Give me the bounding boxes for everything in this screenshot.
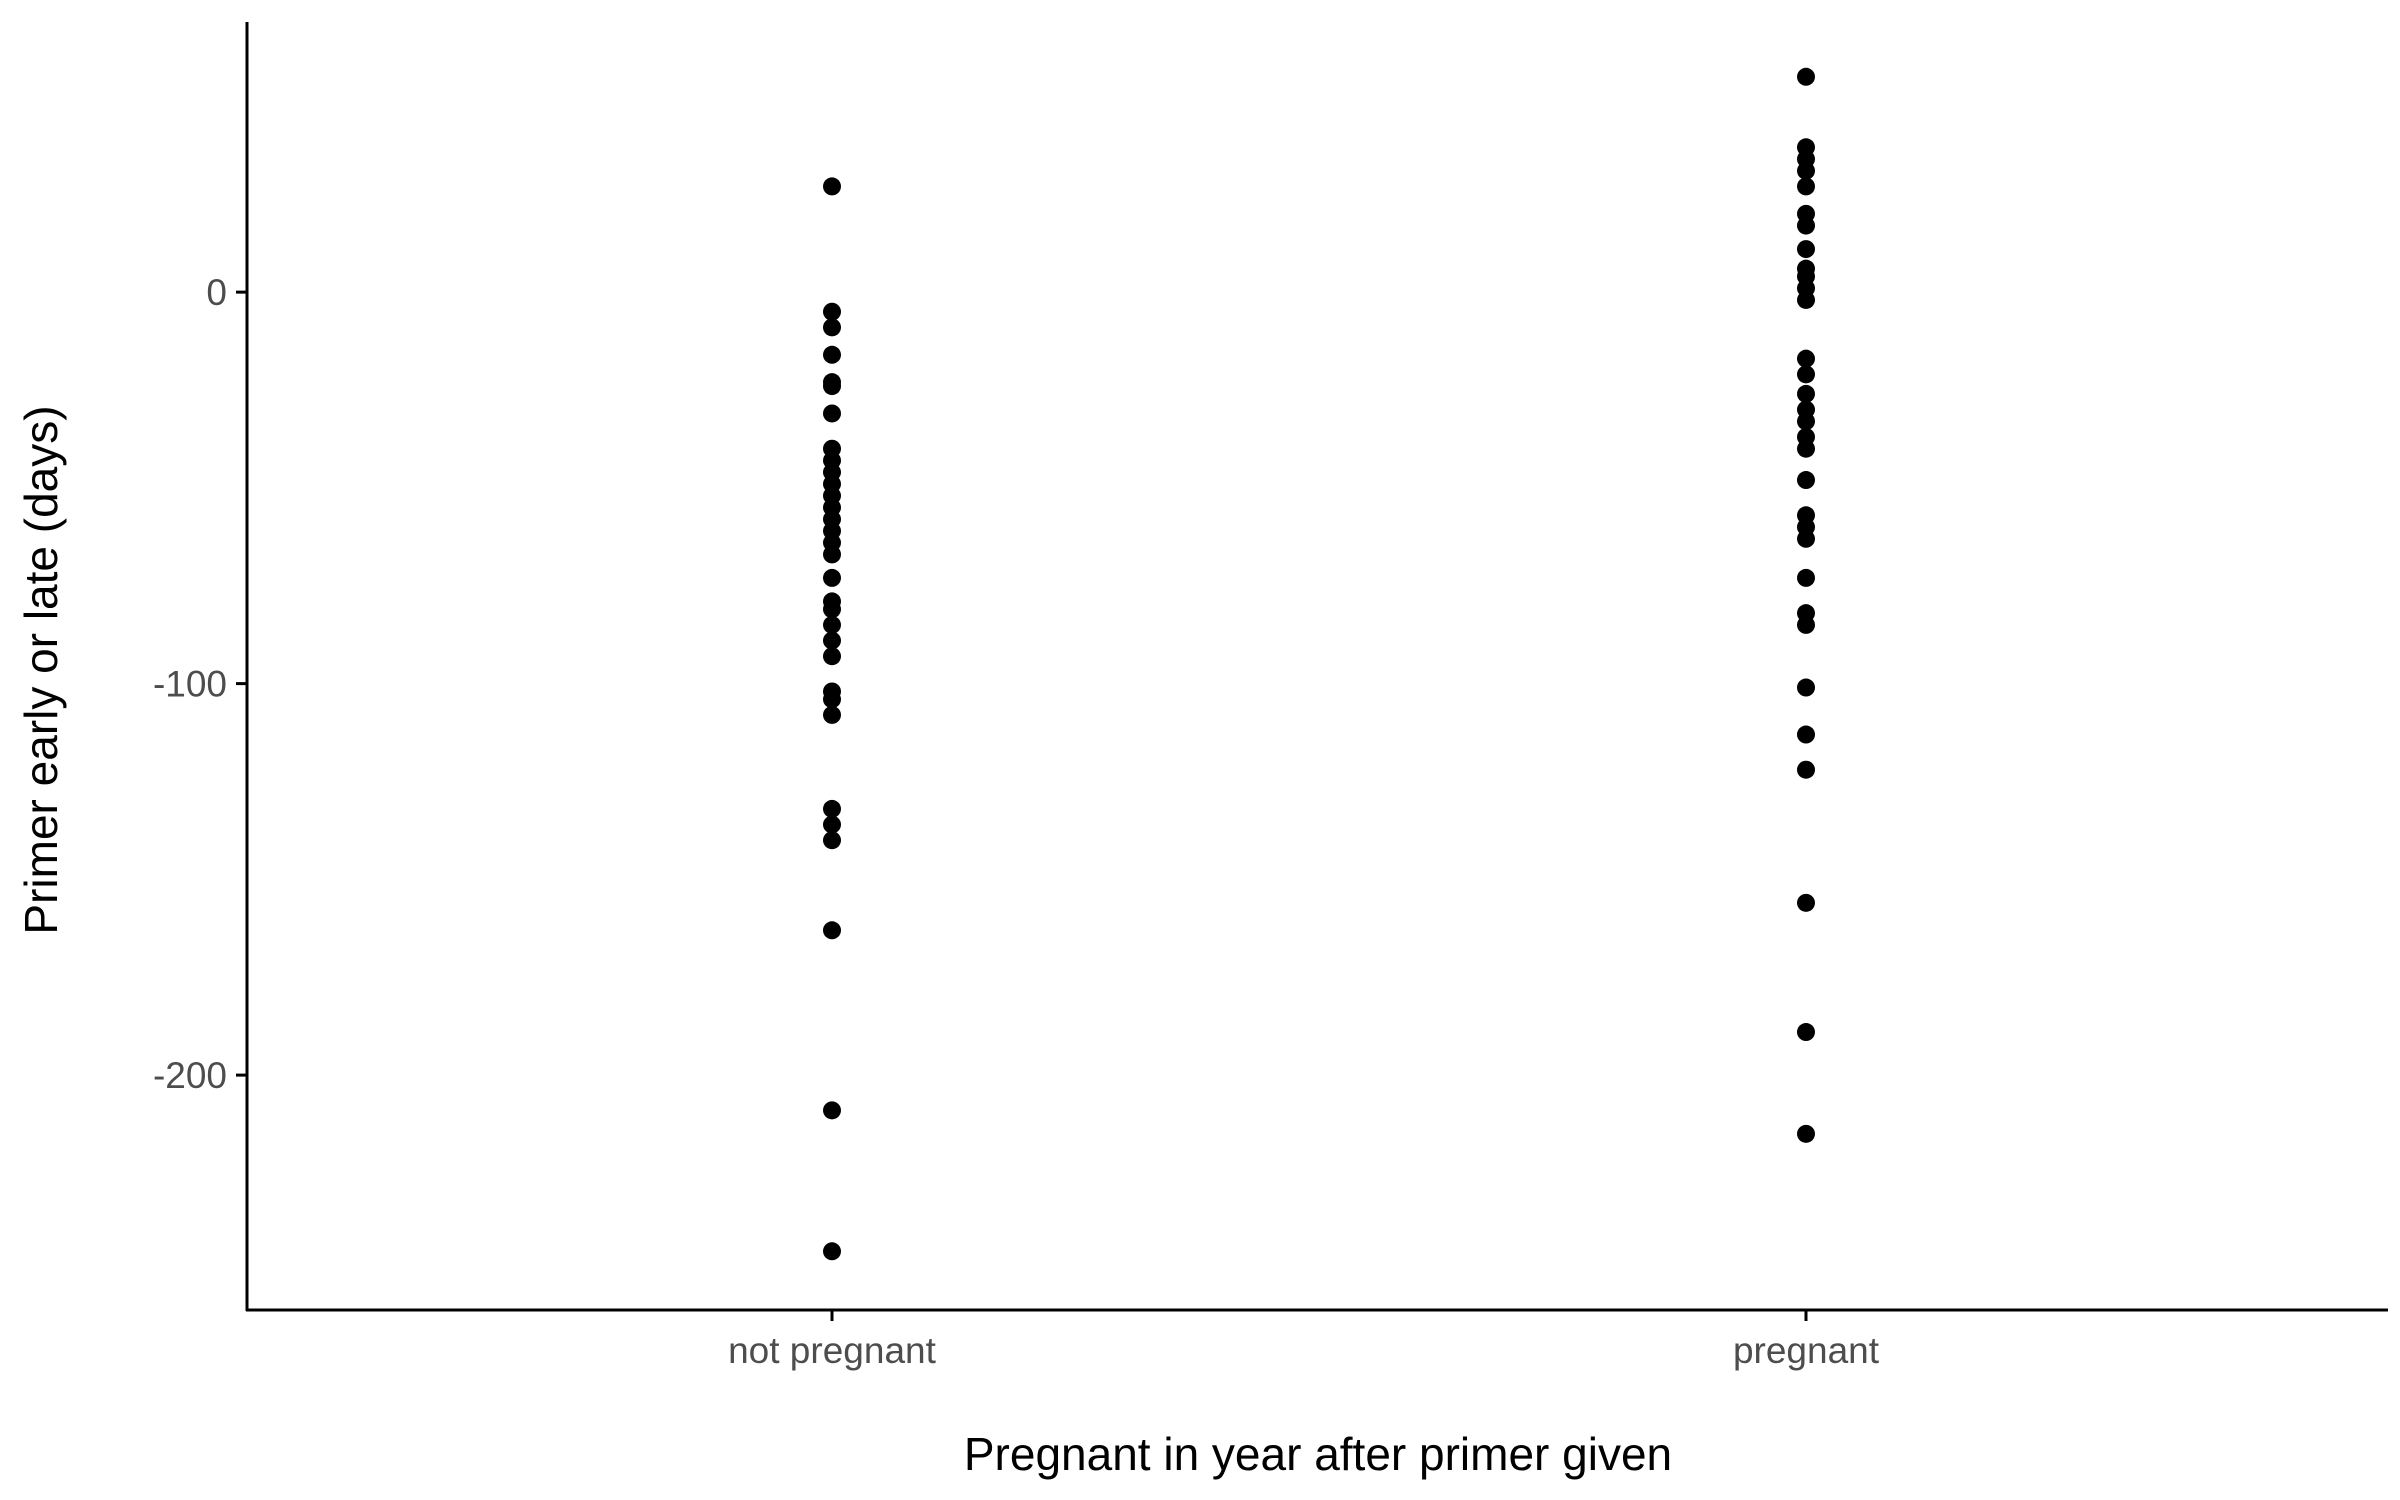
data-point: [1797, 568, 1815, 587]
y-tick-label: 0: [206, 272, 227, 313]
data-point: [823, 404, 841, 423]
data-point: [1797, 1023, 1815, 1042]
data-point: [823, 799, 841, 818]
points-layer: [823, 67, 1815, 1261]
data-point: [823, 318, 841, 337]
data-point: [823, 600, 841, 619]
data-point: [1797, 529, 1815, 548]
data-point: [1797, 384, 1815, 403]
data-point: [823, 377, 841, 396]
data-point: [823, 568, 841, 587]
y-tick-label: -200: [153, 1055, 227, 1096]
y-tick-label: -100: [153, 664, 227, 705]
data-point: [823, 545, 841, 564]
data-point: [1797, 177, 1815, 196]
data-point: [1797, 471, 1815, 490]
x-axis-title: Pregnant in year after primer given: [964, 1428, 1672, 1480]
data-point: [823, 690, 841, 709]
data-point: [1797, 1124, 1815, 1143]
data-point: [823, 815, 841, 834]
data-point: [1797, 365, 1815, 384]
data-point: [823, 705, 841, 724]
text-layer: Pregnant in year after primer given Prim…: [15, 272, 1880, 1480]
axes-layer: [236, 22, 2388, 1321]
data-point: [1797, 67, 1815, 86]
data-point: [1797, 439, 1815, 458]
data-point: [1797, 893, 1815, 912]
data-point: [1797, 725, 1815, 744]
data-point: [823, 615, 841, 634]
data-point: [823, 1101, 841, 1120]
data-point: [1797, 240, 1815, 259]
data-point: [823, 177, 841, 196]
data-point: [823, 631, 841, 650]
data-point: [1797, 678, 1815, 697]
data-point: [1797, 349, 1815, 368]
data-point: [1797, 412, 1815, 431]
data-point: [823, 647, 841, 666]
data-point: [823, 831, 841, 850]
y-axis-title: Primer early or late (days): [15, 405, 67, 934]
data-point: [1797, 760, 1815, 779]
data-point: [1797, 161, 1815, 180]
x-tick-label: not pregnant: [728, 1330, 937, 1371]
data-point: [823, 345, 841, 364]
data-point: [823, 302, 841, 321]
x-tick-label: pregnant: [1733, 1330, 1880, 1371]
data-point: [1797, 216, 1815, 235]
data-point: [1797, 615, 1815, 634]
data-point: [823, 921, 841, 940]
data-point: [1797, 290, 1815, 309]
data-point: [823, 1242, 841, 1261]
